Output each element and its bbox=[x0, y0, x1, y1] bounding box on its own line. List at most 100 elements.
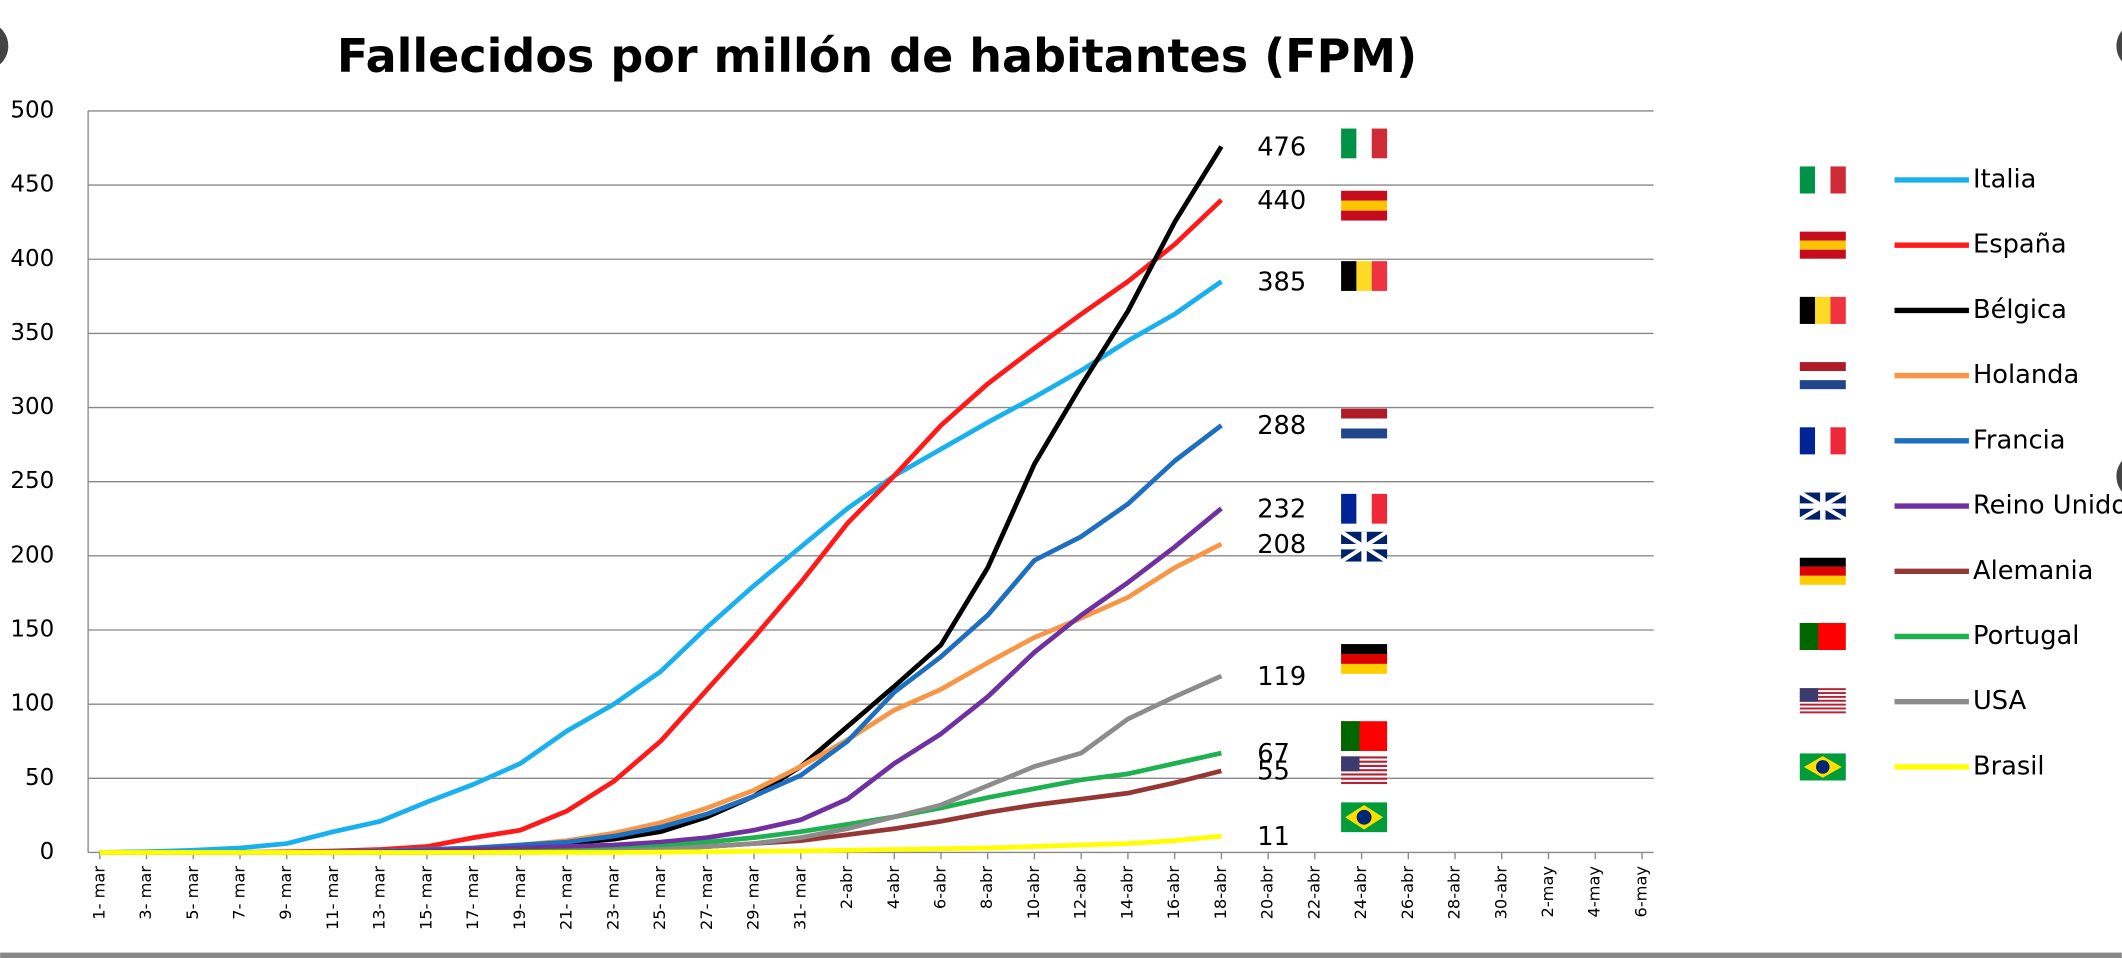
y-tick-label: 250 bbox=[10, 468, 54, 494]
flag-stripe bbox=[1799, 371, 1846, 381]
x-tick-label: 3- mar bbox=[136, 866, 155, 920]
flag-icon bbox=[1798, 490, 1847, 522]
y-tick-label: 200 bbox=[10, 542, 54, 568]
legend-label: Alemania bbox=[1973, 556, 2093, 586]
x-tick-label: 2-abr bbox=[837, 866, 856, 909]
x-tick-label: 4-may bbox=[1585, 866, 1604, 918]
flag-stripe bbox=[1341, 721, 1360, 751]
x-tick-label: 9- mar bbox=[276, 866, 295, 920]
x-tick-label: 15- mar bbox=[416, 866, 435, 930]
flag-stripe bbox=[1371, 128, 1388, 159]
flag-stripe bbox=[1830, 296, 1846, 324]
chart-title: Fallecidos por millón de habitantes (FPM… bbox=[337, 29, 1417, 83]
flag-stripe bbox=[1799, 362, 1846, 372]
end-value-label: 440 bbox=[1257, 186, 1306, 216]
flag-icon bbox=[1341, 493, 1388, 524]
y-tick-label: 150 bbox=[10, 617, 54, 643]
y-tick-label: 350 bbox=[10, 320, 54, 346]
flag-icon bbox=[1799, 296, 1846, 324]
flag-icon bbox=[1341, 802, 1388, 833]
x-tick-label: 24-abr bbox=[1351, 866, 1370, 920]
flag-stripe bbox=[1341, 200, 1388, 211]
flag-stripe bbox=[1815, 296, 1831, 324]
flag-stripe bbox=[1341, 777, 1388, 780]
y-tick-label: 500 bbox=[10, 97, 54, 123]
flag-stripe bbox=[1341, 190, 1388, 201]
flag-stripe bbox=[1799, 296, 1816, 324]
flag-stripe bbox=[1341, 408, 1388, 419]
x-tick-label: 14-abr bbox=[1117, 866, 1136, 920]
flag-stripe bbox=[1341, 644, 1388, 655]
flag-icon bbox=[1799, 427, 1846, 455]
x-tick-label: 10-abr bbox=[1024, 866, 1043, 920]
legend-label: USA bbox=[1973, 686, 2027, 716]
x-tick-label: 5- mar bbox=[183, 866, 202, 920]
x-tick-label: 7- mar bbox=[229, 866, 248, 920]
flag-stripe bbox=[1799, 699, 1846, 702]
flag-stripe bbox=[1799, 557, 1846, 567]
flag-stripe bbox=[1341, 531, 1388, 562]
x-tick-label: 4-abr bbox=[884, 866, 903, 909]
bottom-bar bbox=[0, 952, 2122, 958]
end-value-label: 232 bbox=[1257, 494, 1306, 524]
flag-stripe bbox=[1341, 428, 1388, 439]
flag-stripe bbox=[1799, 240, 1846, 250]
legend-label: Bélgica bbox=[1973, 295, 2067, 325]
y-tick-label: 400 bbox=[10, 246, 54, 272]
x-tick-label: 1- mar bbox=[89, 866, 108, 920]
x-tick-label: 20-abr bbox=[1258, 866, 1277, 920]
flag-stripe bbox=[1815, 427, 1831, 455]
x-tick-label: 18-abr bbox=[1211, 866, 1230, 920]
legend-label: Italia bbox=[1973, 164, 2036, 194]
flag-icon bbox=[1799, 231, 1846, 259]
flag-stripe bbox=[1341, 493, 1357, 524]
flag-stripe bbox=[1341, 764, 1388, 768]
flag-stripe bbox=[1356, 809, 1372, 825]
flag-stripe bbox=[1799, 166, 1816, 194]
flag-stripe bbox=[1341, 663, 1388, 674]
flag-stripe bbox=[1341, 418, 1388, 429]
y-tick-label: 50 bbox=[25, 765, 54, 791]
x-tick-label: 25- mar bbox=[650, 866, 669, 930]
x-tick-label: 19- mar bbox=[510, 866, 529, 930]
legend-label: Holanda bbox=[1973, 360, 2079, 390]
flag-stripe bbox=[1799, 622, 1819, 651]
series-line bbox=[99, 279, 1223, 855]
y-tick-label: 300 bbox=[10, 394, 54, 420]
nav-button[interactable] bbox=[2116, 452, 2122, 501]
x-tick-label: 27- mar bbox=[697, 866, 716, 930]
legend-label: Reino Unido bbox=[1973, 491, 2122, 521]
flag-stripe bbox=[1341, 261, 1357, 291]
x-tick-label: 22-abr bbox=[1304, 866, 1323, 920]
legend-label: Francia bbox=[1973, 425, 2066, 455]
end-value-label: 208 bbox=[1257, 530, 1306, 560]
flag-stripe bbox=[1341, 654, 1388, 664]
flag-stripe bbox=[1341, 760, 1388, 763]
flag-stripe bbox=[1799, 688, 1846, 691]
end-value-label: 67 bbox=[1257, 739, 1290, 769]
x-tick-label: 21- mar bbox=[557, 866, 576, 930]
flag-stripe bbox=[1799, 380, 1846, 390]
y-tick-label: 450 bbox=[10, 172, 54, 198]
x-tick-label: 29- mar bbox=[744, 866, 763, 930]
nav-button[interactable] bbox=[0, 22, 9, 71]
flag-stripe bbox=[1799, 566, 1846, 576]
flag-icon bbox=[1799, 166, 1846, 194]
nav-button[interactable] bbox=[2116, 22, 2122, 71]
x-tick-label: 17- mar bbox=[463, 866, 482, 930]
flag-stripe bbox=[1830, 427, 1846, 455]
flag-icon bbox=[1341, 408, 1388, 439]
flag-stripe bbox=[1371, 493, 1388, 524]
flag-stripe bbox=[1356, 493, 1372, 524]
flag-icon bbox=[1341, 128, 1388, 159]
flag-stripe bbox=[1356, 261, 1372, 291]
flag-stripe bbox=[1799, 695, 1846, 698]
flag-icon bbox=[1341, 756, 1388, 785]
y-tick-label: 100 bbox=[10, 691, 54, 717]
flag-icon bbox=[1799, 688, 1846, 714]
end-value-label: 385 bbox=[1257, 267, 1306, 297]
flag-stripe bbox=[1816, 760, 1830, 774]
flag-stripe bbox=[1799, 575, 1846, 585]
